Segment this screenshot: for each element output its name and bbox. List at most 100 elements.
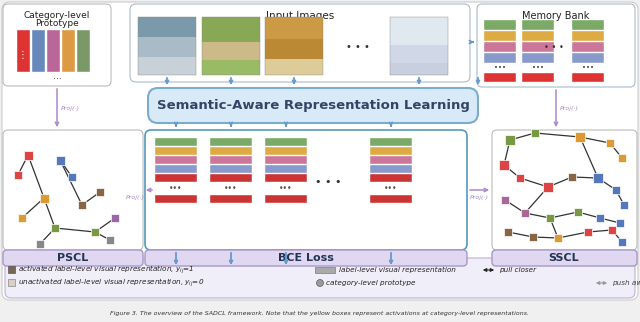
FancyBboxPatch shape xyxy=(130,4,470,82)
Bar xyxy=(504,228,512,236)
Bar xyxy=(606,139,614,147)
Bar xyxy=(572,73,604,82)
FancyBboxPatch shape xyxy=(3,130,143,250)
Text: Category-level: Category-level xyxy=(24,11,90,20)
Circle shape xyxy=(317,279,323,287)
Bar xyxy=(612,186,620,194)
Bar xyxy=(484,31,516,41)
Bar xyxy=(138,17,196,75)
Bar xyxy=(47,30,60,72)
Bar xyxy=(111,214,119,222)
Bar xyxy=(265,195,307,203)
Bar xyxy=(106,236,114,244)
Bar xyxy=(572,20,604,30)
Bar xyxy=(265,138,307,146)
Bar xyxy=(62,30,75,72)
FancyBboxPatch shape xyxy=(3,250,143,266)
Bar xyxy=(51,224,59,232)
Bar xyxy=(522,42,554,52)
Bar xyxy=(91,228,99,236)
Bar xyxy=(210,174,252,182)
Text: •••: ••• xyxy=(224,184,237,193)
Bar xyxy=(40,194,49,203)
FancyBboxPatch shape xyxy=(145,250,467,266)
Bar xyxy=(8,279,15,286)
Bar xyxy=(574,208,582,216)
Bar xyxy=(584,228,592,236)
Bar xyxy=(77,30,90,72)
Bar xyxy=(554,234,562,242)
Text: unactivated label-level visual representation, $y_{ij}$=0: unactivated label-level visual represent… xyxy=(18,277,204,289)
Bar xyxy=(202,17,260,42)
Text: activated label-level visual representation, $y_{ij}$=1: activated label-level visual representat… xyxy=(18,264,195,276)
Bar xyxy=(484,42,516,52)
Bar xyxy=(265,59,323,75)
Text: Proj(·): Proj(·) xyxy=(125,194,145,200)
Bar xyxy=(568,173,576,181)
Bar xyxy=(370,147,412,155)
Bar xyxy=(265,39,323,59)
Bar xyxy=(505,135,515,145)
Bar xyxy=(484,73,516,82)
Text: Input Images: Input Images xyxy=(266,11,334,21)
FancyBboxPatch shape xyxy=(3,4,111,86)
Bar xyxy=(265,156,307,164)
Bar xyxy=(522,53,554,63)
Text: Proj(·): Proj(·) xyxy=(560,106,579,111)
Bar xyxy=(572,31,604,41)
Text: Memory Bank: Memory Bank xyxy=(522,11,589,21)
Text: ⋮: ⋮ xyxy=(18,50,28,60)
Bar xyxy=(56,156,65,165)
Text: label-level visual representation: label-level visual representation xyxy=(339,267,456,273)
Bar xyxy=(608,226,616,234)
Text: Semantic-Aware Representation Learning: Semantic-Aware Representation Learning xyxy=(157,99,469,112)
FancyBboxPatch shape xyxy=(492,250,637,266)
Bar xyxy=(315,267,335,273)
Bar xyxy=(155,138,197,146)
Text: • • •: • • • xyxy=(544,43,564,52)
Bar xyxy=(210,165,252,173)
Text: • • •: • • • xyxy=(346,42,370,52)
Bar xyxy=(620,201,628,209)
Bar xyxy=(210,195,252,203)
Text: BCE Loss: BCE Loss xyxy=(278,253,334,263)
Bar xyxy=(390,17,448,45)
Bar xyxy=(616,219,624,227)
Bar xyxy=(593,173,603,183)
Bar xyxy=(265,17,323,75)
Text: push away: push away xyxy=(612,280,640,286)
Text: pull closer: pull closer xyxy=(499,267,536,273)
FancyBboxPatch shape xyxy=(145,130,467,250)
FancyBboxPatch shape xyxy=(477,4,635,87)
Bar xyxy=(572,42,604,52)
Bar xyxy=(138,57,196,75)
Bar xyxy=(138,17,196,37)
Bar xyxy=(522,31,554,41)
Bar xyxy=(522,20,554,30)
Text: •••: ••• xyxy=(582,65,594,71)
Bar xyxy=(155,195,197,203)
Bar xyxy=(516,174,524,182)
Bar xyxy=(596,214,604,222)
Bar xyxy=(17,30,30,72)
Bar xyxy=(96,188,104,196)
Bar xyxy=(155,165,197,173)
Bar xyxy=(370,156,412,164)
Text: Figure 3. The overview of the SADCL framework. Note that the yellow boxes repres: Figure 3. The overview of the SADCL fram… xyxy=(111,311,529,317)
Bar xyxy=(390,63,448,75)
Bar xyxy=(202,17,260,75)
Bar xyxy=(18,214,26,222)
Bar xyxy=(390,45,448,63)
Bar xyxy=(210,138,252,146)
Bar xyxy=(8,266,15,273)
FancyBboxPatch shape xyxy=(5,258,635,298)
FancyBboxPatch shape xyxy=(492,130,637,250)
Bar xyxy=(265,174,307,182)
Text: Proj(·): Proj(·) xyxy=(470,194,488,200)
Bar xyxy=(32,30,45,72)
Bar xyxy=(484,20,516,30)
Text: • • •: • • • xyxy=(315,177,341,187)
Bar xyxy=(529,233,537,241)
Bar xyxy=(78,201,86,209)
Text: •••: ••• xyxy=(494,65,506,71)
